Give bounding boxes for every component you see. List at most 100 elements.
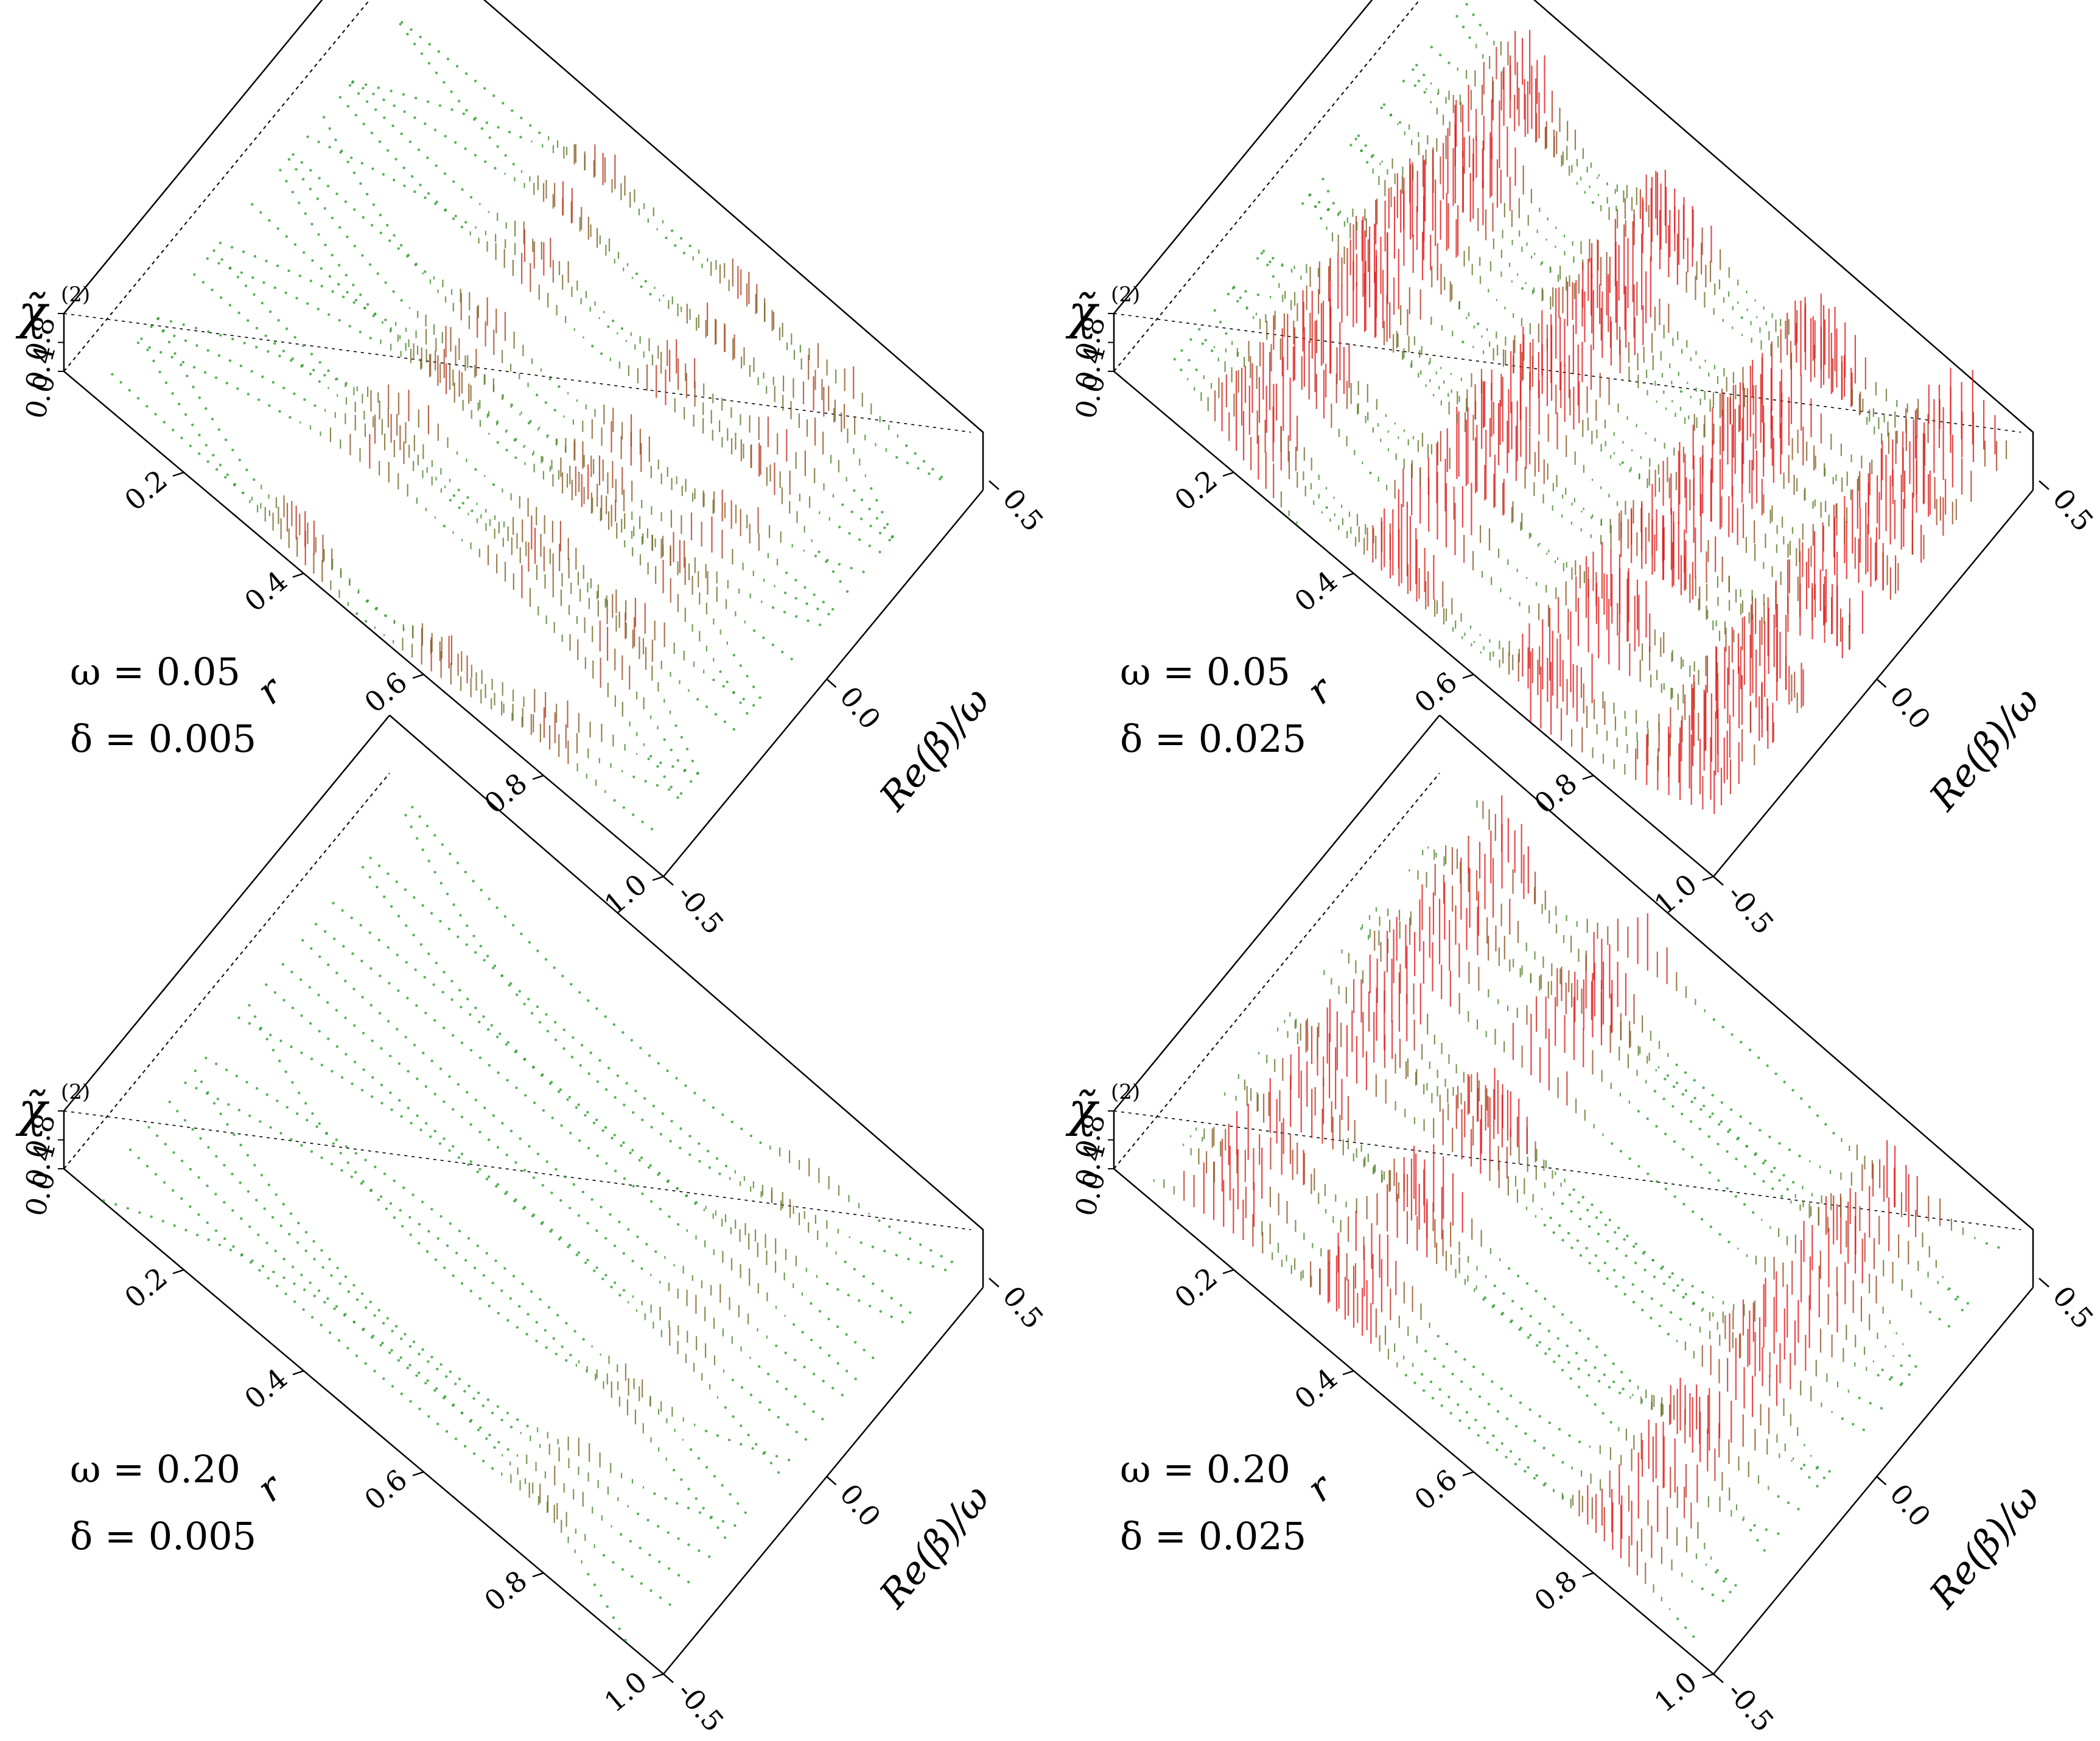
- data-point: [408, 1364, 411, 1367]
- data-point: [464, 221, 467, 224]
- beta-tick-mark: [1713, 876, 1724, 886]
- data-point: [456, 861, 460, 864]
- data-point: [535, 393, 539, 397]
- data-point: [1684, 1626, 1687, 1630]
- data-point: [649, 1164, 652, 1167]
- data-point: [291, 191, 295, 194]
- data-point: [317, 233, 320, 236]
- data-point: [253, 1015, 257, 1018]
- box-diagonal-guide: [1113, 1110, 2021, 1230]
- data-point: [308, 986, 312, 989]
- data-point: [384, 318, 387, 321]
- data-point: [273, 342, 276, 345]
- data-point: [224, 475, 227, 479]
- r-tick-label: 0.4: [238, 1362, 293, 1415]
- data-point: [1765, 1528, 1768, 1531]
- data-point: [461, 188, 464, 191]
- data-point: [1682, 1295, 1685, 1299]
- data-point: [318, 1122, 321, 1126]
- data-point: [354, 1152, 357, 1155]
- data-point: [189, 1168, 192, 1171]
- data-point: [216, 1098, 220, 1101]
- data-point: [418, 1242, 421, 1245]
- data-point: [215, 1155, 218, 1158]
- data-point: [928, 472, 931, 475]
- data-point: [248, 1225, 251, 1228]
- data-point: [622, 1289, 626, 1292]
- data-point: [439, 1214, 443, 1218]
- data-point: [385, 223, 389, 227]
- data-point: [645, 1242, 648, 1246]
- data-point: [899, 1304, 903, 1307]
- data-point: [487, 1138, 491, 1141]
- data-point: [231, 1209, 234, 1212]
- data-point: [430, 1059, 433, 1062]
- data-point: [1587, 1337, 1590, 1340]
- data-point: [641, 1192, 644, 1196]
- data-point: [268, 310, 272, 314]
- data-point: [1577, 1367, 1580, 1370]
- data-point: [360, 1088, 364, 1092]
- data-point: [320, 1249, 323, 1252]
- data-point: [192, 366, 196, 369]
- data-point: [342, 945, 345, 948]
- r-tick-label: 0.4: [238, 564, 293, 618]
- data-point: [290, 359, 293, 362]
- data-point: [611, 320, 615, 323]
- data-point: [450, 998, 453, 1001]
- data-point: [1451, 1373, 1454, 1376]
- data-point: [1510, 1319, 1513, 1322]
- data-point: [437, 50, 441, 53]
- data-point: [616, 1074, 620, 1077]
- data-point: [1881, 1368, 1885, 1371]
- data-point: [168, 1101, 171, 1104]
- data-point: [1478, 1395, 1482, 1398]
- data-point: [249, 1261, 253, 1264]
- data-point: [240, 1253, 243, 1256]
- data-point: [379, 231, 382, 234]
- data-point: [668, 1215, 671, 1218]
- data-point: [247, 319, 250, 322]
- data-point: [299, 978, 303, 981]
- data-point: [766, 1372, 770, 1376]
- data-point: [859, 517, 863, 520]
- data-point: [550, 1228, 553, 1231]
- data-point: [1673, 1195, 1676, 1198]
- data-point: [1597, 1269, 1600, 1272]
- data-point: [426, 156, 429, 159]
- data-point: [147, 1126, 150, 1129]
- data-point: [494, 1259, 497, 1263]
- data-point: [374, 312, 377, 315]
- data-point: [518, 990, 521, 993]
- data-point: [1662, 1282, 1666, 1286]
- data-point: [180, 1197, 183, 1200]
- data-point: [364, 83, 368, 86]
- data-point: [632, 1185, 635, 1188]
- data-point: [248, 1114, 251, 1118]
- data-point: [320, 1063, 324, 1067]
- data-point: [890, 1297, 893, 1300]
- data-point: [486, 955, 489, 958]
- data-point: [1808, 1476, 1811, 1479]
- data-point: [586, 1222, 589, 1225]
- data-point: [723, 1536, 727, 1540]
- data-point: [548, 1082, 552, 1085]
- data-points: [111, 21, 943, 831]
- r-tick-mark: [292, 1370, 304, 1376]
- data-point: [317, 993, 320, 997]
- data-point: [379, 1195, 383, 1199]
- data-point: [223, 1200, 226, 1204]
- data-point: [370, 1336, 374, 1339]
- data-point: [339, 1152, 343, 1155]
- data-point: [612, 1616, 615, 1619]
- data-point: [404, 1035, 407, 1039]
- data-point: [485, 1177, 489, 1181]
- data-point: [529, 124, 532, 127]
- data-point: [838, 525, 841, 528]
- data-point: [845, 1370, 849, 1373]
- data-point: [443, 970, 446, 974]
- data-point: [265, 259, 268, 263]
- data-point: [447, 927, 451, 931]
- data-point: [402, 93, 405, 96]
- beta-tick-label: 0.5: [2046, 482, 2100, 538]
